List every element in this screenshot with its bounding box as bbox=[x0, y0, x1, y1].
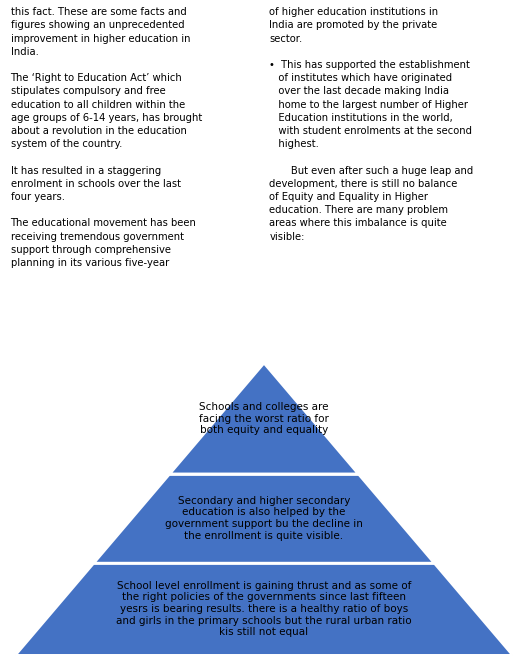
Text: Schools and colleges are
facing the worst ratio for
both equity and equality: Schools and colleges are facing the wors… bbox=[199, 402, 329, 435]
Text: School level enrollment is gaining thrust and as some of
the right policies of t: School level enrollment is gaining thrus… bbox=[116, 581, 412, 637]
Polygon shape bbox=[171, 364, 357, 473]
Polygon shape bbox=[95, 473, 433, 563]
Polygon shape bbox=[16, 563, 512, 655]
Text: of higher education institutions in
India are promoted by the private
sector.

•: of higher education institutions in Indi… bbox=[269, 7, 474, 242]
Text: this fact. These are some facts and
figures showing an unprecedented
improvement: this fact. These are some facts and figu… bbox=[11, 7, 202, 268]
Text: Secondary and higher secondary
education is also helped by the
government suppor: Secondary and higher secondary education… bbox=[165, 496, 363, 541]
